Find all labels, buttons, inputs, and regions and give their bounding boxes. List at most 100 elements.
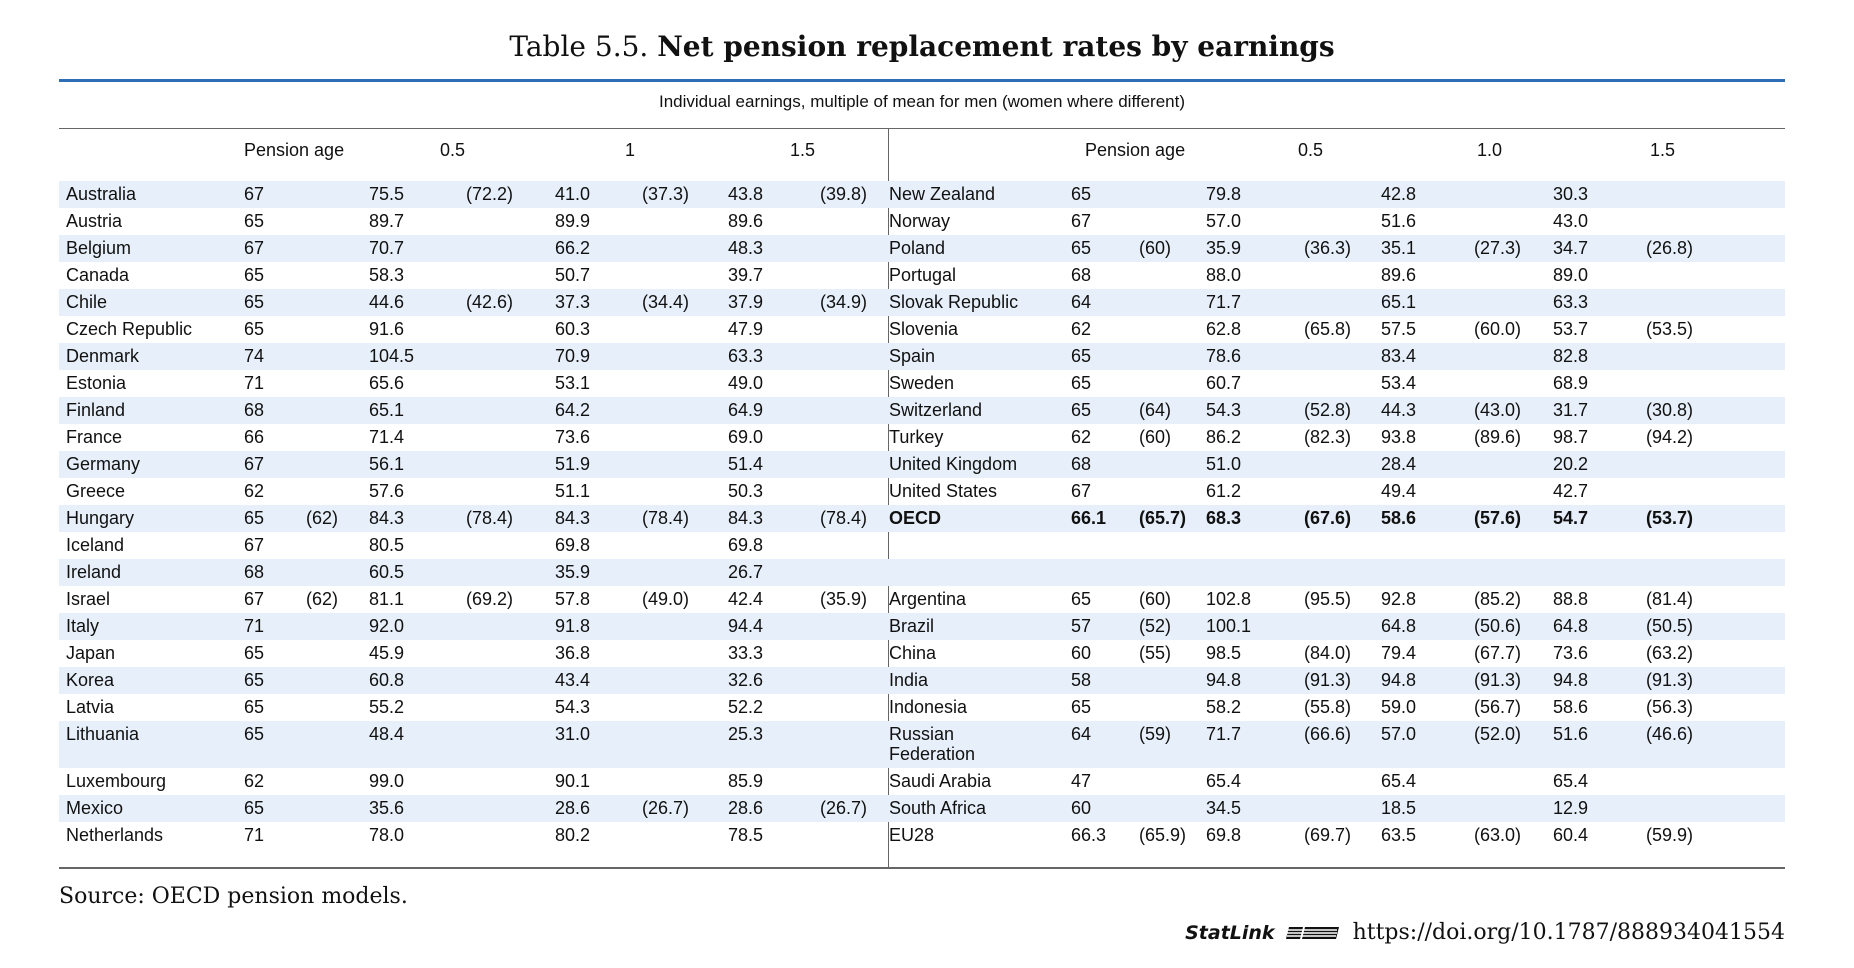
right-earn-05-cell: 57.0 [1206,211,1242,231]
left-earn-1-cell: 69.8 [555,535,591,555]
right-earn-1-women-cell: (52.0) [1474,724,1522,744]
right-earn-05-cell: 68.3 [1206,508,1242,528]
left-earn-15-cell: 25.3 [728,724,764,744]
right-name-cell: Indonesia [889,697,968,717]
right-earn-15-cell: 12.9 [1553,798,1589,818]
left-earn-15-cell: 69.8 [728,535,764,555]
right-earn-15-cell: 34.7 [1553,238,1589,258]
right-earn-15-cell: 68.9 [1553,373,1589,393]
right-earn-15-women-cell: (63.2) [1646,643,1694,663]
right-name-cell: Argentina [889,589,967,609]
left-name-cell: Greece [66,481,126,501]
right-earn-15-cell: 60.4 [1553,825,1589,845]
left-pension-age-women-cell: (62) [306,508,339,528]
right-earn-05-cell: 86.2 [1206,427,1242,447]
right-earn-15-cell: 73.6 [1553,643,1589,663]
left-name-cell: Iceland [66,535,125,555]
right-earn-15-cell: 65.4 [1553,771,1589,791]
right-earn-1-women-cell: (57.6) [1474,508,1522,528]
right-earn-15-cell: 51.6 [1553,724,1589,744]
table-row: Korea 65 60.8 43.4 32.6 India 58 94.8 (91.3) 94.8… [59,667,1785,694]
left-earn-1-cell: 28.6 [555,798,591,818]
right-pension-age-cell: 64 [1071,724,1092,744]
left-earn-1-cell: 89.9 [555,211,591,231]
right-earn-05-cell: 94.8 [1206,670,1242,690]
right-earn-05-women-cell: (91.3) [1304,670,1352,690]
right-earn-1-women-cell: (91.3) [1474,670,1522,690]
table-row: Iceland 67 80.5 69.8 69.8 [59,532,1785,559]
left-earn-05-cell: 71.4 [369,427,405,447]
left-earn-15-cell: 69.0 [728,427,764,447]
right-earn-05-cell: 51.0 [1206,454,1242,474]
right-earn-15-cell: 53.7 [1553,319,1589,339]
col-15-left: 1.5 [790,140,816,160]
right-name-cell: Spain [889,346,936,366]
table-row: Hungary 65 (62) 84.3 (78.4) 84.3 (78.4) 84.3 (78… [59,505,1785,532]
table-title-prefix: Table 5.5. [509,30,658,63]
right-earn-05-cell: 35.9 [1206,238,1242,258]
left-name-cell: Korea [66,670,115,690]
right-pension-age-women-cell: (60) [1139,427,1172,447]
left-pension-age-cell: 65 [244,292,265,312]
left-earn-1-cell: 60.3 [555,319,591,339]
left-name-cell: Estonia [66,373,127,393]
left-earn-15-cell: 52.2 [728,697,764,717]
right-earn-15-women-cell: (91.3) [1646,670,1694,690]
left-name-cell: Austria [66,211,123,231]
right-name-cell: Slovak Republic [889,292,1019,312]
right-name-cell: China [889,643,937,663]
right-earn-15-cell: 43.0 [1553,211,1589,231]
right-earn-1-cell: 58.6 [1381,508,1417,528]
right-pension-age-cell: 62 [1071,427,1092,447]
right-pension-age-women-cell: (52) [1139,616,1172,636]
left-earn-15-cell: 32.6 [728,670,764,690]
right-earn-1-cell: 64.8 [1381,616,1417,636]
right-earn-05-cell: 79.8 [1206,184,1242,204]
right-earn-1-cell: 65.4 [1381,771,1417,791]
left-earn-05-cell: 91.6 [369,319,405,339]
left-pension-age-cell: 65 [244,724,265,744]
right-pension-age-women-cell: (59) [1139,724,1172,744]
right-earn-15-cell: 30.3 [1553,184,1589,204]
left-pension-age-cell: 66 [244,427,265,447]
right-name-cell: United Kingdom [889,454,1018,474]
right-pension-age-cell: 65 [1071,589,1092,609]
statlink-stripes-icon [1285,926,1339,939]
left-name-cell: Czech Republic [66,319,193,339]
right-earn-05-cell: 54.3 [1206,400,1242,420]
right-earn-1-women-cell: (43.0) [1474,400,1522,420]
table-row: Chile 65 44.6 (42.6) 37.3 (34.4) 37.9 (34.9) Slo… [59,289,1785,316]
right-earn-1-cell: 49.4 [1381,481,1417,501]
right-pension-age-cell: 57 [1071,616,1092,636]
right-name-cell: South Africa [889,798,987,818]
table-row: Japan 65 45.9 36.8 33.3 China 60 (55) 98.5 (84.0)… [59,640,1785,667]
left-earn-15-cell: 64.9 [728,400,764,420]
right-pension-age-cell: 67 [1071,481,1092,501]
left-earn-15-women-cell: (35.9) [820,589,868,609]
left-name-cell: Hungary [66,508,135,528]
col-05-left: 0.5 [440,140,466,160]
statlink-url[interactable]: https://doi.org/10.1787/888934041554 [1352,920,1785,945]
left-earn-05-cell: 57.6 [369,481,405,501]
bottom-rule [59,867,1785,869]
left-earn-1-cell: 51.1 [555,481,591,501]
right-name-cell: Saudi Arabia [889,771,992,791]
header-rule [59,128,1785,129]
left-earn-05-cell: 45.9 [369,643,405,663]
right-pension-age-cell: 65 [1071,346,1092,366]
left-earn-05-women-cell: (42.6) [466,292,514,312]
right-earn-15-cell: 54.7 [1553,508,1589,528]
right-earn-1-women-cell: (85.2) [1474,589,1522,609]
right-earn-15-cell: 89.0 [1553,265,1589,285]
table-row: France 66 71.4 73.6 69.0 Turkey 62 (60) 86.2 (82.… [59,424,1785,451]
right-name-cell: Poland [889,238,946,258]
right-earn-05-cell: 71.7 [1206,724,1242,744]
right-earn-15-cell: 31.7 [1553,400,1589,420]
left-earn-1-women-cell: (34.4) [642,292,690,312]
left-earn-05-women-cell: (78.4) [466,508,514,528]
right-earn-15-cell: 63.3 [1553,292,1589,312]
col-15-right: 1.5 [1650,140,1676,160]
right-earn-15-cell: 82.8 [1553,346,1589,366]
right-earn-1-cell: 53.4 [1381,373,1417,393]
left-earn-1-cell: 57.8 [555,589,591,609]
